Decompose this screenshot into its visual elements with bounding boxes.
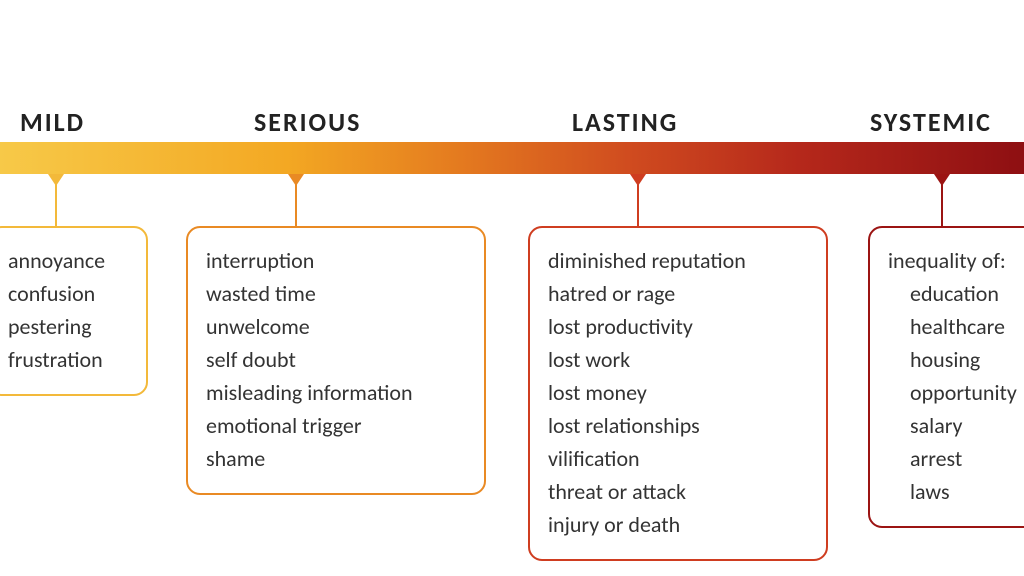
card-item: lost work [548,343,808,376]
card-item: confusion [8,277,128,310]
card-item: inequality of: [888,244,1024,277]
severity-diagram: MILD SERIOUS LASTING SYSTEMIC annoyancec… [0,0,1024,576]
card-systemic: inequality of:educationhealthcarehousing… [868,226,1024,528]
connector-lasting [630,174,646,226]
card-item: misleading information [206,376,466,409]
card-item: lost productivity [548,310,808,343]
card-item: unwelcome [206,310,466,343]
card-lasting: diminished reputationhatred or ragelost … [528,226,828,561]
card-item: frustration [8,343,128,376]
card-item: pestering [8,310,128,343]
card-item: education [888,277,1024,310]
card-mild: annoyanceconfusionpesteringfrustration [0,226,148,396]
card-item: healthcare [888,310,1024,343]
severity-gradient-bar [0,142,1024,174]
heading-serious: SERIOUS [254,106,361,138]
card-item: diminished reputation [548,244,808,277]
card-item: salary [888,409,1024,442]
card-item: self doubt [206,343,466,376]
connector-systemic [934,174,950,226]
card-item: lost relationships [548,409,808,442]
card-item: opportunity [888,376,1024,409]
card-item: threat or attack [548,475,808,508]
heading-systemic: SYSTEMIC [870,106,992,138]
card-item: interruption [206,244,466,277]
card-item: annoyance [8,244,128,277]
card-item: emotional trigger [206,409,466,442]
card-item: wasted time [206,277,466,310]
card-item: lost money [548,376,808,409]
connector-serious [288,174,304,226]
card-item: vilification [548,442,808,475]
heading-lasting: LASTING [572,106,678,138]
card-item: hatred or rage [548,277,808,310]
heading-mild: MILD [20,106,85,138]
card-item: housing [888,343,1024,376]
card-item: injury or death [548,508,808,541]
card-serious: interruptionwasted timeunwelcomeself dou… [186,226,486,495]
card-item: laws [888,475,1024,508]
card-item: shame [206,442,466,475]
connector-mild [48,174,64,226]
card-item: arrest [888,442,1024,475]
